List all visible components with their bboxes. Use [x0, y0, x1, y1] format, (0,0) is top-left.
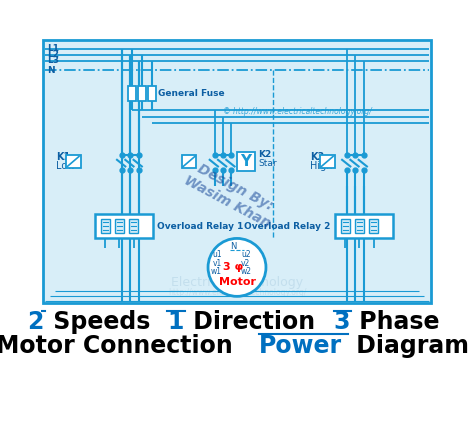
Bar — [115, 219, 124, 233]
Text: L2: L2 — [46, 50, 59, 59]
Bar — [182, 155, 196, 168]
Bar — [43, 40, 431, 303]
Text: w1: w1 — [211, 267, 222, 276]
Text: 1: 1 — [167, 310, 183, 334]
Bar — [237, 152, 255, 171]
Text: © http://www.electricaltechnology.org/: © http://www.electricaltechnology.org/ — [223, 107, 372, 116]
Circle shape — [208, 239, 266, 296]
Text: 3: 3 — [334, 310, 350, 334]
Text: w2: w2 — [241, 267, 252, 276]
Text: Power: Power — [259, 333, 342, 358]
Text: Diagram: Diagram — [348, 333, 469, 358]
Text: Star: Star — [258, 159, 277, 168]
Text: K2: K2 — [258, 150, 272, 159]
Text: http://www.electricaltechnology.org/: http://www.electricaltechnology.org/ — [168, 288, 306, 297]
Text: N: N — [230, 242, 236, 251]
Text: 2: 2 — [27, 310, 44, 334]
Bar — [356, 219, 364, 233]
Text: Design By:
Wasim Khan: Design By: Wasim Khan — [182, 159, 281, 230]
Text: General Fuse: General Fuse — [158, 89, 225, 98]
Text: v1: v1 — [213, 259, 222, 268]
Bar — [66, 155, 81, 168]
Text: Low: Low — [56, 161, 75, 171]
Text: Overload Relay 1: Overload Relay 1 — [157, 222, 243, 230]
Text: N: N — [46, 66, 55, 75]
Text: u1: u1 — [212, 250, 222, 259]
Text: 3 φ: 3 φ — [223, 262, 243, 272]
Text: High: High — [310, 161, 332, 171]
Text: Motor Connection: Motor Connection — [0, 333, 241, 358]
Text: u2: u2 — [241, 250, 251, 259]
Bar — [341, 219, 349, 233]
Text: L1: L1 — [46, 45, 59, 53]
Bar — [147, 86, 156, 101]
Bar — [128, 86, 136, 101]
Bar — [138, 86, 146, 101]
Text: Y: Y — [240, 154, 252, 169]
Text: K3: K3 — [310, 152, 324, 162]
Bar — [129, 219, 138, 233]
Bar — [335, 214, 392, 238]
Text: Phase: Phase — [351, 310, 440, 334]
Bar — [369, 219, 378, 233]
Text: Motor: Motor — [219, 277, 255, 287]
Text: Electrical Technology: Electrical Technology — [171, 276, 303, 289]
Text: Speeds: Speeds — [45, 310, 159, 334]
Bar — [320, 155, 335, 168]
Bar — [101, 219, 109, 233]
Text: Direction: Direction — [185, 310, 323, 334]
Text: Overload Relay 2: Overload Relay 2 — [244, 222, 330, 230]
Text: L3: L3 — [46, 56, 59, 65]
Text: v2: v2 — [241, 259, 250, 268]
Text: K1: K1 — [56, 152, 70, 162]
Bar — [95, 214, 153, 238]
